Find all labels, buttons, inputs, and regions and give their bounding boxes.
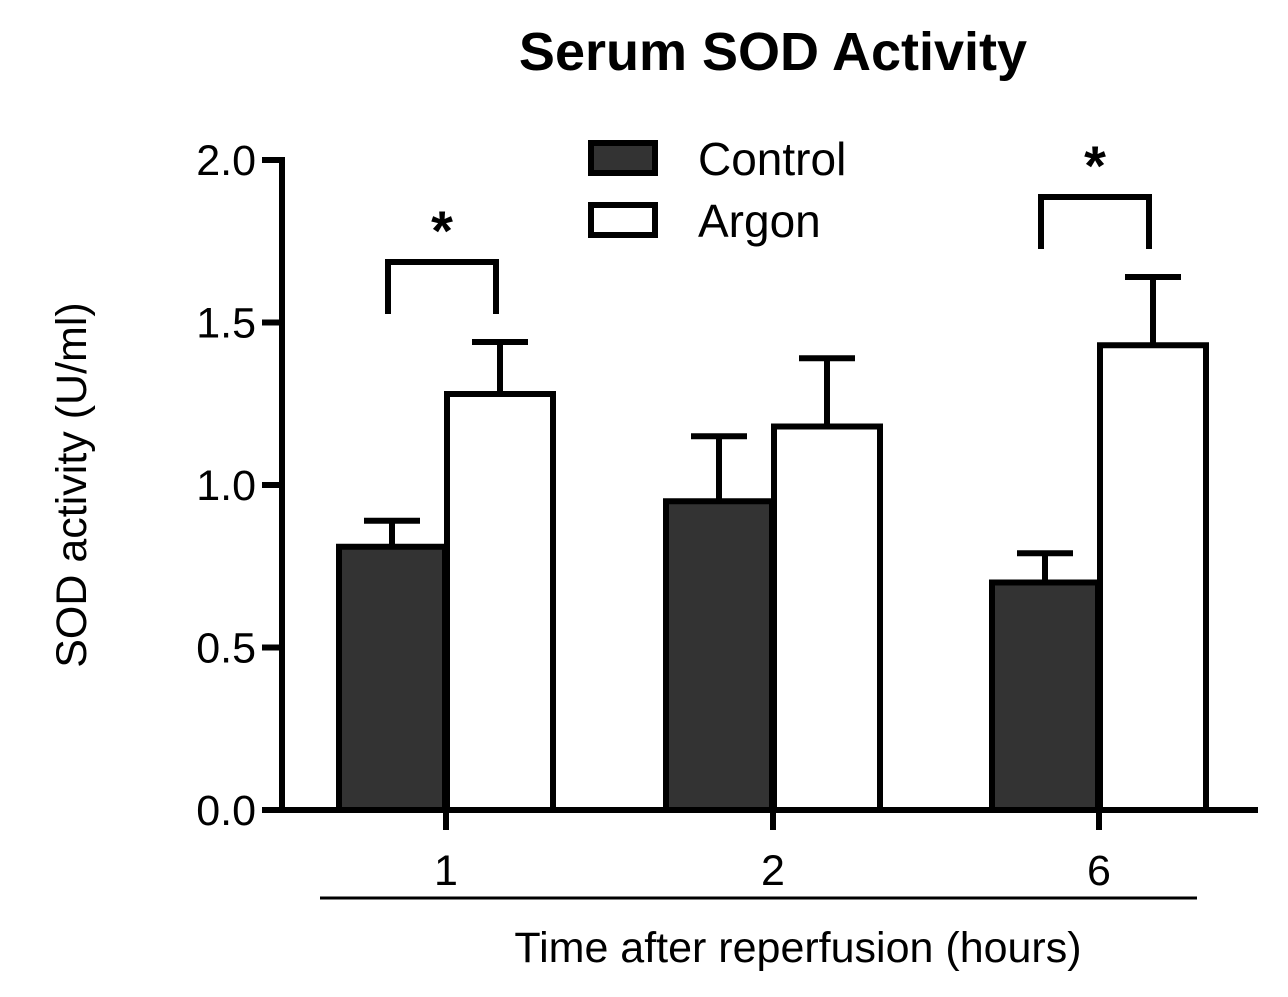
x-tick-label: 6 (1087, 847, 1111, 895)
bar-argon-6 (1097, 342, 1209, 813)
legend-label-control: Control (698, 133, 846, 185)
bar-control-6 (989, 579, 1101, 813)
y-tick-label: 1.5 (196, 300, 256, 348)
chart-title: Serum SOD Activity (519, 22, 1027, 82)
y-tick-label: 2.0 (196, 137, 256, 185)
legend-swatch-control (588, 140, 658, 176)
x-axis: 1 2 6 (279, 807, 1258, 895)
bar-argon-2 (771, 423, 883, 813)
bars-group (336, 274, 1209, 813)
bar-control-2 (663, 498, 775, 813)
x-tick-label: 1 (434, 847, 458, 895)
bar-control-1 (336, 543, 448, 813)
legend: Control Argon (588, 133, 846, 247)
y-tick-label: 1.0 (196, 462, 256, 510)
y-axis-label: SOD activity (U/ml) (48, 302, 96, 668)
significance-marker: * (1084, 134, 1106, 197)
x-axis-label: Time after reperfusion (hours) (514, 924, 1081, 972)
y-axis: 0.0 0.5 1.0 1.5 2.0 (196, 137, 285, 835)
y-tick-label: 0.0 (196, 787, 256, 835)
significance-marker: * (431, 199, 453, 262)
legend-swatch-argon (588, 202, 658, 238)
legend-label-argon: Argon (698, 195, 821, 247)
bar-argon-1 (444, 391, 556, 813)
x-tick-label: 2 (761, 847, 785, 895)
significance-group: ** (385, 134, 1152, 314)
significance-bracket (385, 259, 499, 314)
significance-bracket (1038, 194, 1152, 249)
y-tick-label: 0.5 (196, 625, 256, 673)
